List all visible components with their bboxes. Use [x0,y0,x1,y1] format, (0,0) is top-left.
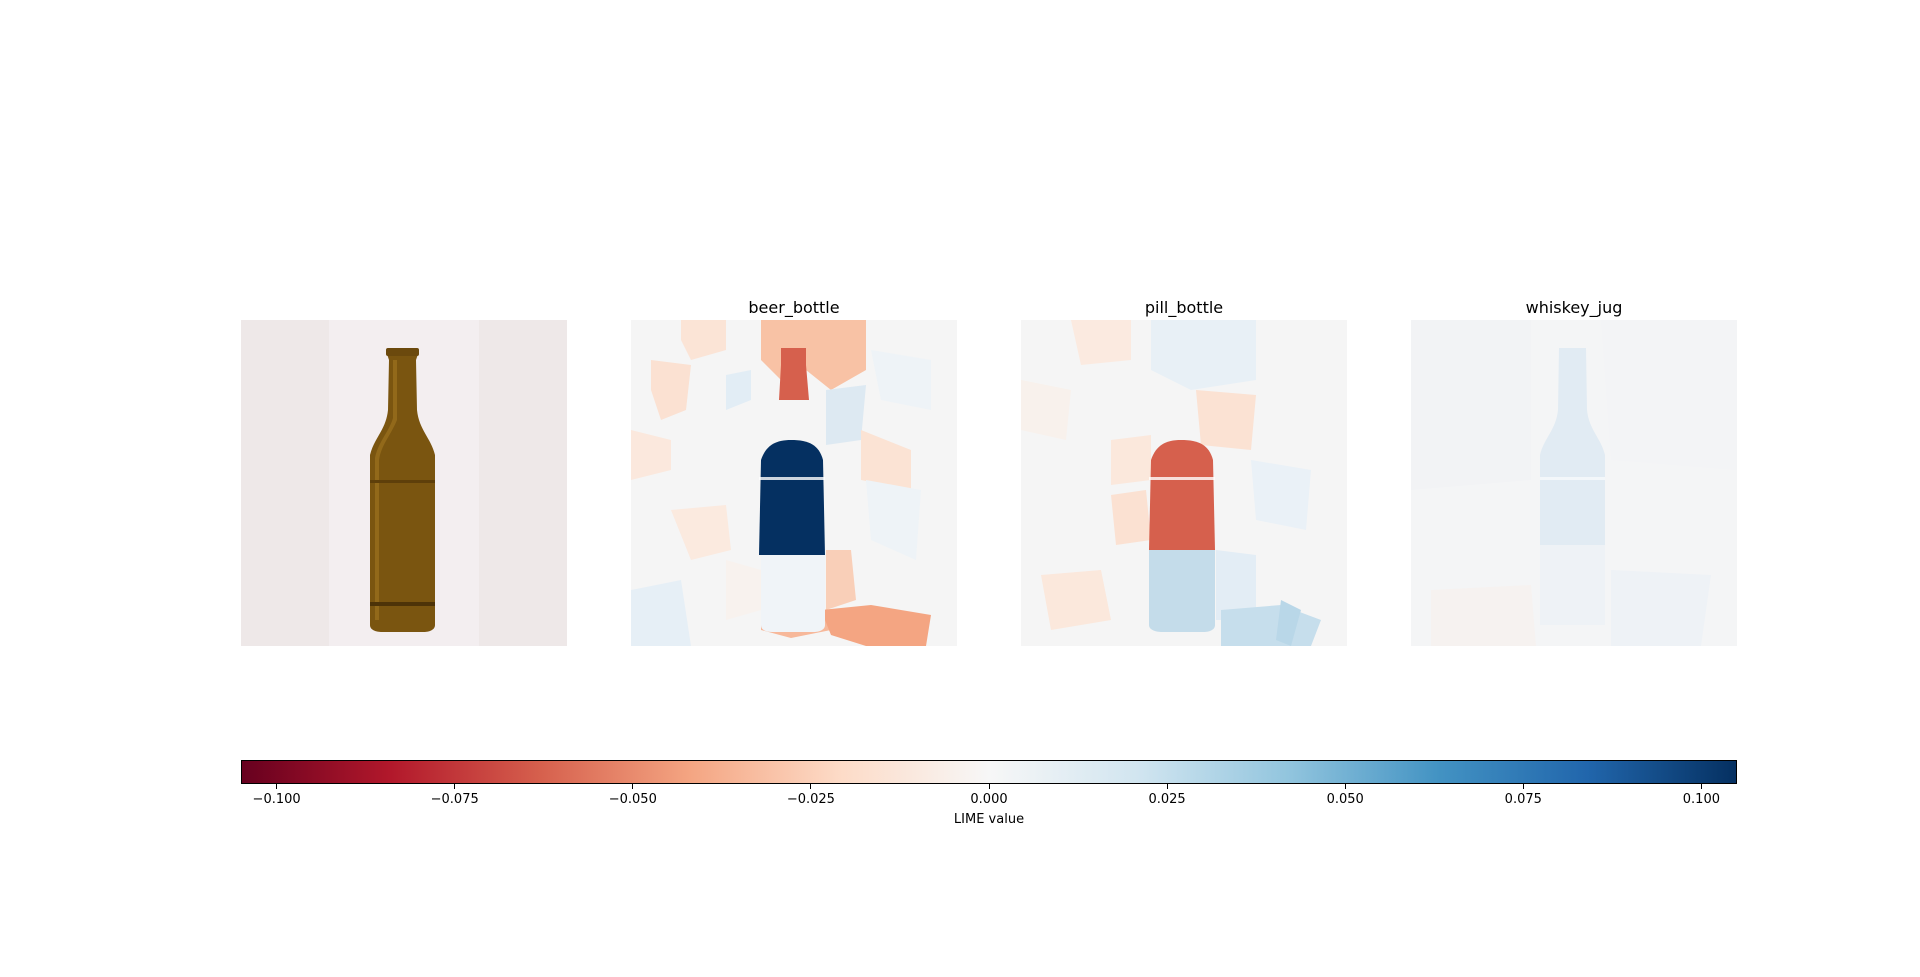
colorbar [241,760,1737,784]
whiskey-jug-heatmap [1411,320,1737,646]
colorbar-ticks: −0.100 −0.075 −0.050 −0.025 0.000 0.025 0.050 0… [241,784,1737,814]
pill-bottle-heatmap-image [1021,320,1347,646]
colorbar-gradient [241,760,1737,784]
colorbar-tick-mark [1166,784,1168,789]
colorbar-tick-mark [1700,784,1702,789]
colorbar-tick-mark [1522,784,1524,789]
whiskey-jug-heatmap-image [1411,320,1737,646]
beer-bottle-heatmap [631,320,957,646]
colorbar-tick-mark [276,784,278,789]
original-image-panel [241,320,567,646]
colorbar-tick-label: 0.025 [1148,792,1186,807]
panel-title-beer-bottle: beer_bottle [748,298,840,317]
colorbar-tick-mark [810,784,812,789]
colorbar-tick-label: 0.050 [1326,792,1364,807]
colorbar-tick-label: 0.100 [1682,792,1720,807]
colorbar-label: LIME value [953,812,1025,827]
panel-title-whiskey-jug: whiskey_jug [1525,298,1623,317]
colorbar-tick-label: 0.075 [1504,792,1542,807]
bottle-image [241,320,567,646]
colorbar-tick-mark [454,784,456,789]
colorbar-tick-label: −0.025 [786,792,835,807]
colorbar-tick-label: 0.000 [970,792,1008,807]
colorbar-tick-label: −0.075 [430,792,479,807]
beer-bottle-heatmap-image [631,320,957,646]
panel-title-pill-bottle: pill_bottle [1144,298,1224,317]
pill-bottle-heatmap [1021,320,1347,646]
colorbar-tick-mark [632,784,634,789]
colorbar-tick-mark [1344,784,1346,789]
colorbar-tick-label: −0.100 [252,792,301,807]
colorbar-tick-mark [988,784,990,789]
colorbar-tick-label: −0.050 [608,792,657,807]
